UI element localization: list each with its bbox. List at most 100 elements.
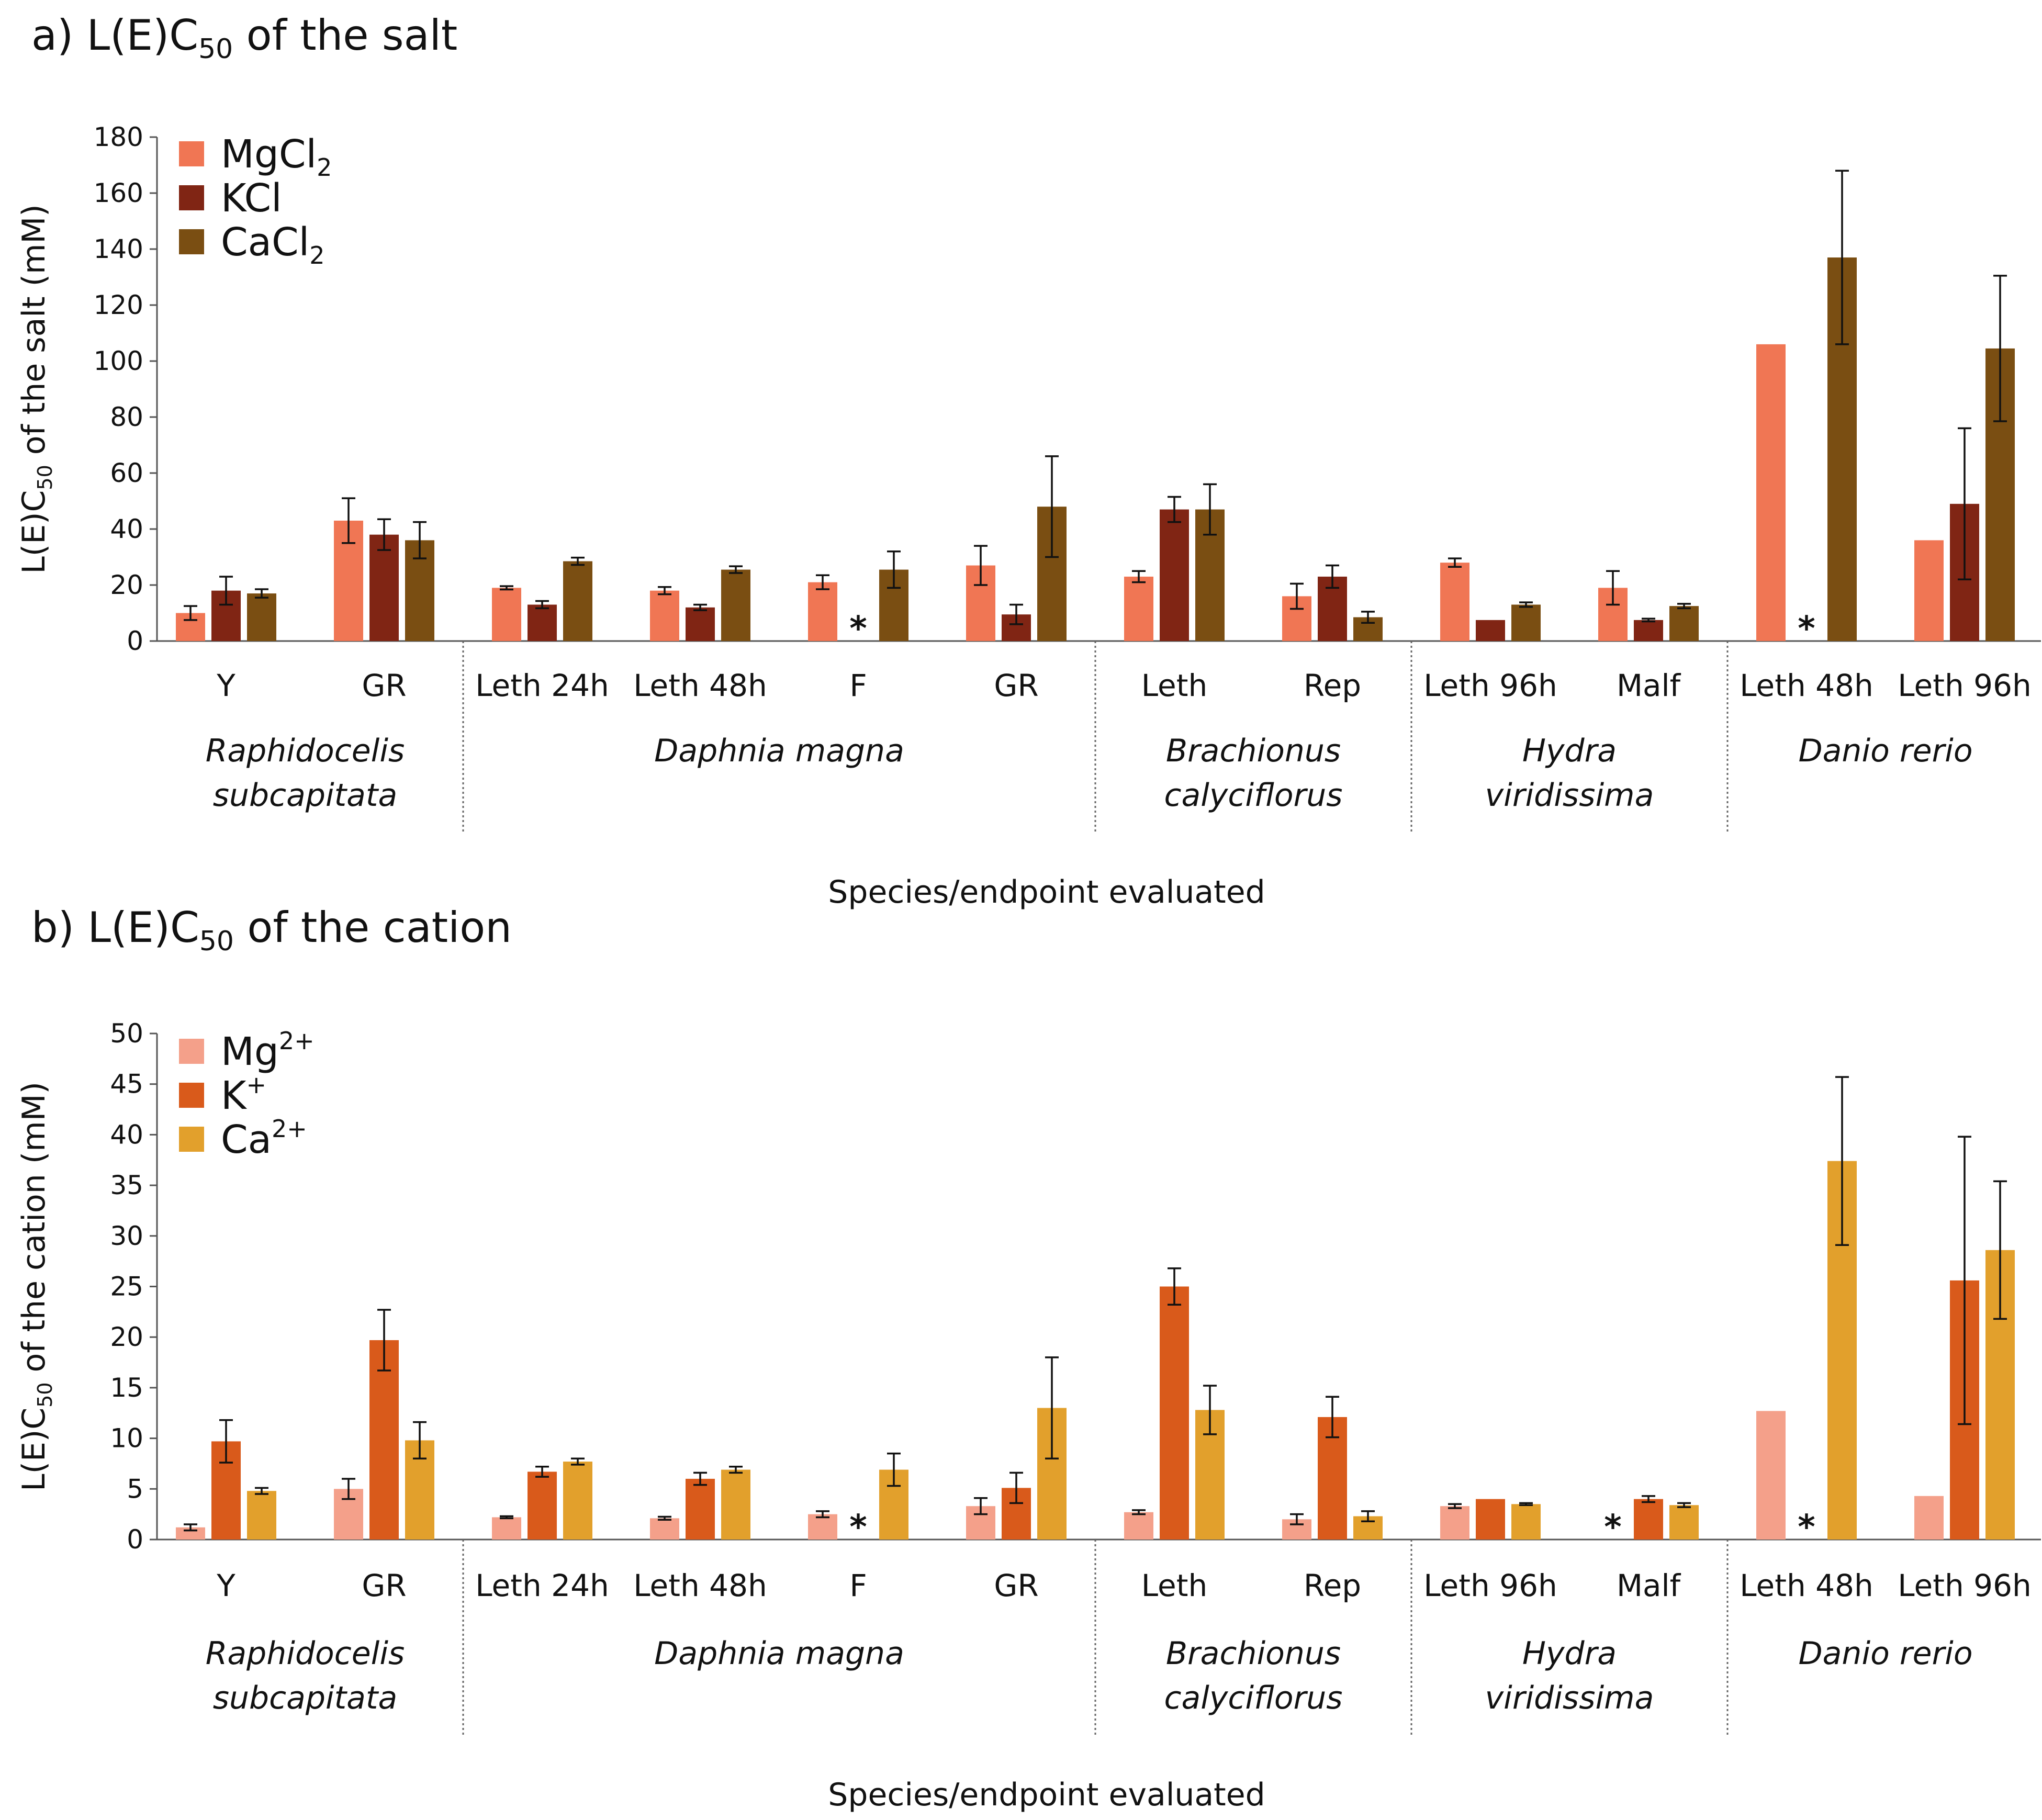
y-axis-label-text: L(E)C [16, 1408, 52, 1491]
bar-b-1-1 [369, 1340, 399, 1540]
legend-swatch [179, 141, 204, 166]
legend-label-text: KCl [221, 176, 282, 221]
species-label: calyciflorus [1164, 1680, 1342, 1716]
chart-title-text: a) L(E)C [31, 11, 198, 60]
y-axis-label-tail: of the salt (mM) [16, 204, 52, 465]
legend-label-text: Mg [221, 1029, 279, 1074]
y-tick-label: 5 [127, 1474, 143, 1504]
category-label: Y [216, 668, 235, 703]
species-label: Danio rerio [1798, 1635, 1972, 1672]
bar-a-0-2 [247, 593, 276, 641]
species-label: Daphnia magna [654, 733, 904, 769]
category-label: Leth 48h [633, 668, 767, 703]
species-label: Daphnia magna [654, 1635, 904, 1672]
legend-label-superscript: + [246, 1071, 267, 1099]
bar-a-6-1 [1160, 509, 1189, 641]
category-label: Leth [1141, 1568, 1207, 1603]
legend-label: K+ [221, 1071, 266, 1118]
x-axis-label: Species/endpoint evaluated [828, 874, 1265, 911]
legend-swatch [179, 1127, 204, 1152]
legend-label-superscript: 2+ [279, 1027, 315, 1055]
legend-label-text: Ca [221, 1117, 272, 1162]
category-label: Rep [1304, 1568, 1361, 1603]
y-tick-label: 80 [110, 402, 143, 432]
bar-a-8-0 [1440, 563, 1469, 641]
bar-a-3-2 [721, 569, 750, 641]
y-axis-label-subscript: 50 [33, 1382, 57, 1407]
legend-swatch [179, 185, 204, 210]
y-tick-label: 0 [127, 1524, 143, 1555]
bar-a-8-1 [1476, 620, 1505, 641]
legend-label-text: K [221, 1073, 248, 1118]
category-label: Leth [1141, 668, 1207, 703]
category-label: Leth 48h [1740, 668, 1873, 703]
bar-b-6-0 [1124, 1512, 1153, 1540]
y-tick-label: 50 [110, 1018, 143, 1049]
bar-b-11-0 [1914, 1496, 1944, 1540]
category-label: Leth 96h [1423, 1568, 1557, 1603]
bar-b-3-2 [721, 1469, 750, 1540]
species-label: Brachionus [1166, 733, 1341, 769]
y-tick-label: 40 [110, 1119, 143, 1150]
legend-label-subscript: 2 [309, 241, 324, 269]
missing-value-marker: * [849, 610, 867, 648]
y-tick-label: 20 [110, 570, 143, 600]
y-tick-label: 140 [94, 234, 143, 264]
y-tick-label: 120 [94, 290, 143, 320]
x-axis-label: Species/endpoint evaluated [828, 1777, 1265, 1813]
bar-b-8-0 [1440, 1506, 1469, 1540]
legend-label: KCl [221, 176, 282, 221]
y-axis-label-subscript: 50 [33, 465, 57, 490]
category-label: F [849, 1568, 867, 1603]
legend-label: Ca2+ [221, 1115, 307, 1162]
bar-a-2-0 [492, 588, 521, 641]
bar-b-8-2 [1511, 1504, 1541, 1540]
legend-label-superscript: 2+ [272, 1115, 307, 1143]
bar-a-2-1 [528, 604, 557, 641]
category-label: Malf [1617, 1568, 1681, 1603]
chart-title-subscript: 50 [199, 926, 234, 957]
legend-label-text: MgCl [221, 132, 317, 177]
y-tick-label: 10 [110, 1423, 143, 1454]
y-tick-label: 0 [127, 626, 143, 656]
legend-swatch [179, 229, 204, 254]
bar-b-2-2 [563, 1462, 592, 1540]
y-tick-label: 25 [110, 1272, 143, 1302]
y-tick-label: 100 [94, 346, 143, 376]
category-label: GR [362, 1568, 406, 1603]
species-label: Brachionus [1166, 1635, 1341, 1672]
bar-b-0-0 [176, 1527, 205, 1540]
chart-title-tail: of the salt [233, 11, 457, 60]
chart-title: b) L(E)C50 of the cation [31, 903, 512, 957]
category-label: F [849, 668, 867, 703]
bar-a-1-1 [369, 534, 399, 641]
bar-b-10-0 [1756, 1411, 1786, 1540]
bar-a-11-0 [1914, 540, 1944, 641]
legend-label-text: CaCl [221, 220, 309, 265]
category-label: Leth 24h [475, 668, 609, 703]
bar-a-4-0 [808, 582, 837, 641]
bar-b-2-0 [492, 1517, 521, 1540]
y-tick-label: 15 [110, 1373, 143, 1403]
species-label: viridissima [1485, 1680, 1654, 1716]
species-label: Hydra [1522, 733, 1617, 769]
category-label: GR [994, 668, 1038, 703]
category-label: Malf [1617, 668, 1681, 703]
y-axis-label-text: L(E)C [16, 490, 52, 574]
y-tick-label: 160 [94, 178, 143, 208]
y-axis-label-tail: of the cation (mM) [16, 1082, 52, 1382]
bar-a-2-2 [563, 561, 592, 641]
chart-title-subscript: 50 [198, 33, 233, 65]
category-label: Leth 24h [475, 1568, 609, 1603]
legend-swatch [179, 1039, 204, 1064]
y-tick-label: 60 [110, 458, 143, 488]
legend-swatch [179, 1083, 204, 1108]
bar-b-9-2 [1669, 1505, 1699, 1540]
bar-b-6-1 [1160, 1286, 1189, 1540]
y-tick-label: 180 [94, 122, 143, 152]
y-tick-label: 35 [110, 1170, 143, 1200]
missing-value-marker: * [1798, 610, 1815, 648]
panel-a-salt-chart: a) L(E)C50 of the salt020406080100120140… [16, 11, 2041, 911]
category-label: GR [362, 668, 406, 703]
